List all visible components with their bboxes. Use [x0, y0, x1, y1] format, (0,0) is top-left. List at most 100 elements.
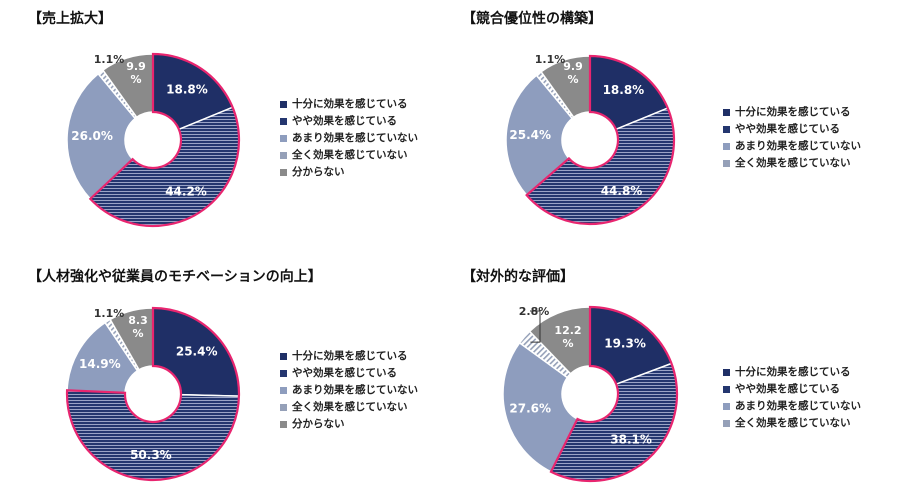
donut-chart: 18.8% 44.2% 26.0% 1.1%9.9%: [66, 52, 241, 228]
chart-panel-external-reputation: 【対外的な評価】 19.3% 38.1% 27.6% 2.8% 12.2% 十分に効果を…: [450, 248, 907, 496]
legend-item: 十分に効果を感じている: [723, 104, 861, 121]
legend-item: 十分に効果を感じている: [723, 364, 861, 381]
legend-item: 十分に効果を感じている: [280, 96, 418, 113]
chart-title: 【対外的な評価】: [462, 269, 574, 285]
legend-swatch: [723, 143, 730, 150]
legend-item: 全く効果を感じていない: [723, 415, 861, 432]
legend-label: 十分に効果を感じている: [292, 98, 408, 110]
legend-label: あまり効果を感じていない: [292, 132, 418, 144]
chart-panel-competitive-advantage: 【競合優位性の構築】 18.8% 44.8% 25.4% 1.1% 9.9% 十分に効果…: [450, 0, 907, 248]
not-very-effective-label: 27.6%: [509, 402, 551, 416]
legend-item: 分からない: [280, 416, 418, 433]
donut-chart: 18.8% 44.8% 25.4% 1.1%9.9%: [505, 53, 676, 226]
legend-label: やや効果を感じている: [292, 115, 397, 127]
legend-item: 十分に効果を感じている: [280, 348, 418, 365]
legend-label: 分からない: [292, 166, 345, 178]
legend-swatch: [280, 135, 287, 142]
legend-item: 全く効果を感じていない: [723, 155, 861, 172]
legend-label: 全く効果を感じていない: [735, 417, 851, 429]
legend-item: あまり効果を感じていない: [280, 130, 418, 147]
legend-swatch: [723, 403, 730, 410]
legend-label: あまり効果を感じていない: [735, 400, 861, 412]
legend-label: やや効果を感じている: [292, 367, 397, 379]
not-at-all-effective-label: 1.1%: [94, 53, 125, 66]
chart-legend: 十分に効果を感じている やや効果を感じているあまり効果を感じていない 全く効果を感じ…: [723, 364, 861, 432]
legend-swatch: [723, 126, 730, 133]
legend-swatch: [723, 369, 730, 376]
unknown-label: 8.3%: [128, 314, 148, 340]
callout-line: [530, 310, 541, 343]
not-very-effective-slice: [66, 321, 139, 394]
donut-chart: 19.3%38.1%27.6%2.8%12.2%: [502, 305, 679, 483]
legend-swatch: [723, 160, 730, 167]
fully-effective-label: 18.8%: [166, 82, 208, 96]
legend-swatch: [280, 118, 287, 125]
not-at-all-effective-label: 1.1%: [94, 307, 125, 320]
chart-panel-talent-motivation: 【人材強化や従業員のモチベーションの向上】 25.4% 50.3% 14.9% 1.1…: [0, 248, 450, 496]
legend-item: やや効果を感じている: [280, 365, 418, 382]
legend-label: 全く効果を感じていない: [292, 401, 408, 413]
legend-item: あまり効果を感じていない: [723, 398, 861, 415]
chart-legend: 十分に効果を感じている やや効果を感じているあまり効果を感じていない 全く効果を感じ…: [280, 348, 418, 433]
legend-label: やや効果を感じている: [735, 123, 840, 135]
legend-swatch: [280, 353, 287, 360]
unknown-label: 9.9%: [563, 60, 583, 86]
legend-item: あまり効果を感じていない: [280, 382, 418, 399]
legend-swatch: [280, 152, 287, 159]
legend-item: やや効果を感じている: [280, 113, 418, 130]
fully-effective-label: 19.3%: [604, 336, 646, 350]
legend-swatch: [280, 421, 287, 428]
legend-swatch: [723, 386, 730, 393]
effective-group-outline: [65, 306, 241, 482]
not-very-effective-slice: [66, 72, 137, 200]
not-very-effective-slice: [502, 341, 579, 473]
legend-swatch: [280, 101, 287, 108]
somewhat-effective-slice: [66, 389, 240, 481]
not-at-all-effective-label: 1.1%: [535, 53, 566, 66]
fully-effective-label: 18.8%: [603, 83, 645, 97]
fully-effective-label: 25.4%: [176, 344, 218, 358]
somewhat-effective-label: 50.3%: [130, 448, 172, 462]
donut-chart: 25.4% 50.3% 14.9% 1.1%8.3%: [65, 306, 241, 482]
somewhat-effective-label: 38.1%: [610, 433, 652, 447]
not-very-effective-label: 14.9%: [79, 357, 121, 371]
somewhat-effective-label: 44.8%: [601, 184, 643, 198]
legend-label: 十分に効果を感じている: [735, 366, 851, 378]
not-very-effective-label: 26.0%: [71, 129, 113, 143]
not-very-effective-label: 25.4%: [509, 128, 551, 142]
legend-item: やや効果を感じている: [723, 121, 861, 138]
chart-title: 【売上拡大】: [28, 11, 112, 27]
legend-label: 十分に効果を感じている: [292, 350, 408, 362]
chart-title: 【人材強化や従業員のモチベーションの向上】: [28, 269, 322, 285]
chart-panel-sales-expansion: 【売上拡大】 18.8% 44.2% 26.0% 1.1% 9.9% 十分に効果を感じて…: [0, 0, 450, 248]
chart-legend: 十分に効果を感じている やや効果を感じているあまり効果を感じていない 全く効果を感じ…: [280, 96, 418, 181]
legend-swatch: [280, 169, 287, 176]
legend-label: やや効果を感じている: [735, 383, 840, 395]
unknown-label: 12.2%: [554, 324, 581, 350]
legend-swatch: [723, 109, 730, 116]
legend-item: あまり効果を感じていない: [723, 138, 861, 155]
legend-label: 十分に効果を感じている: [735, 106, 851, 118]
legend-swatch: [280, 387, 287, 394]
legend-label: あまり効果を感じていない: [735, 140, 861, 152]
legend-item: やや効果を感じている: [723, 381, 861, 398]
unknown-label: 9.9%: [126, 60, 146, 86]
legend-label: あまり効果を感じていない: [292, 384, 418, 396]
legend-item: 分からない: [280, 164, 418, 181]
somewhat-effective-label: 44.2%: [165, 184, 207, 198]
legend-swatch: [280, 404, 287, 411]
not-very-effective-slice: [505, 74, 574, 197]
legend-label: 全く効果を感じていない: [292, 149, 408, 161]
effective-group-outline: [549, 305, 679, 483]
chart-title: 【競合優位性の構築】: [462, 11, 602, 27]
legend-swatch: [280, 370, 287, 377]
legend-item: 全く効果を感じていない: [280, 399, 418, 416]
effective-group-outline: [525, 54, 676, 226]
effective-group-outline: [88, 52, 241, 228]
legend-label: 分からない: [292, 418, 345, 430]
legend-item: 全く効果を感じていない: [280, 147, 418, 164]
chart-legend: 十分に効果を感じている やや効果を感じているあまり効果を感じていない 全く効果を感じ…: [723, 104, 861, 172]
legend-label: 全く効果を感じていない: [735, 157, 851, 169]
legend-swatch: [723, 420, 730, 427]
